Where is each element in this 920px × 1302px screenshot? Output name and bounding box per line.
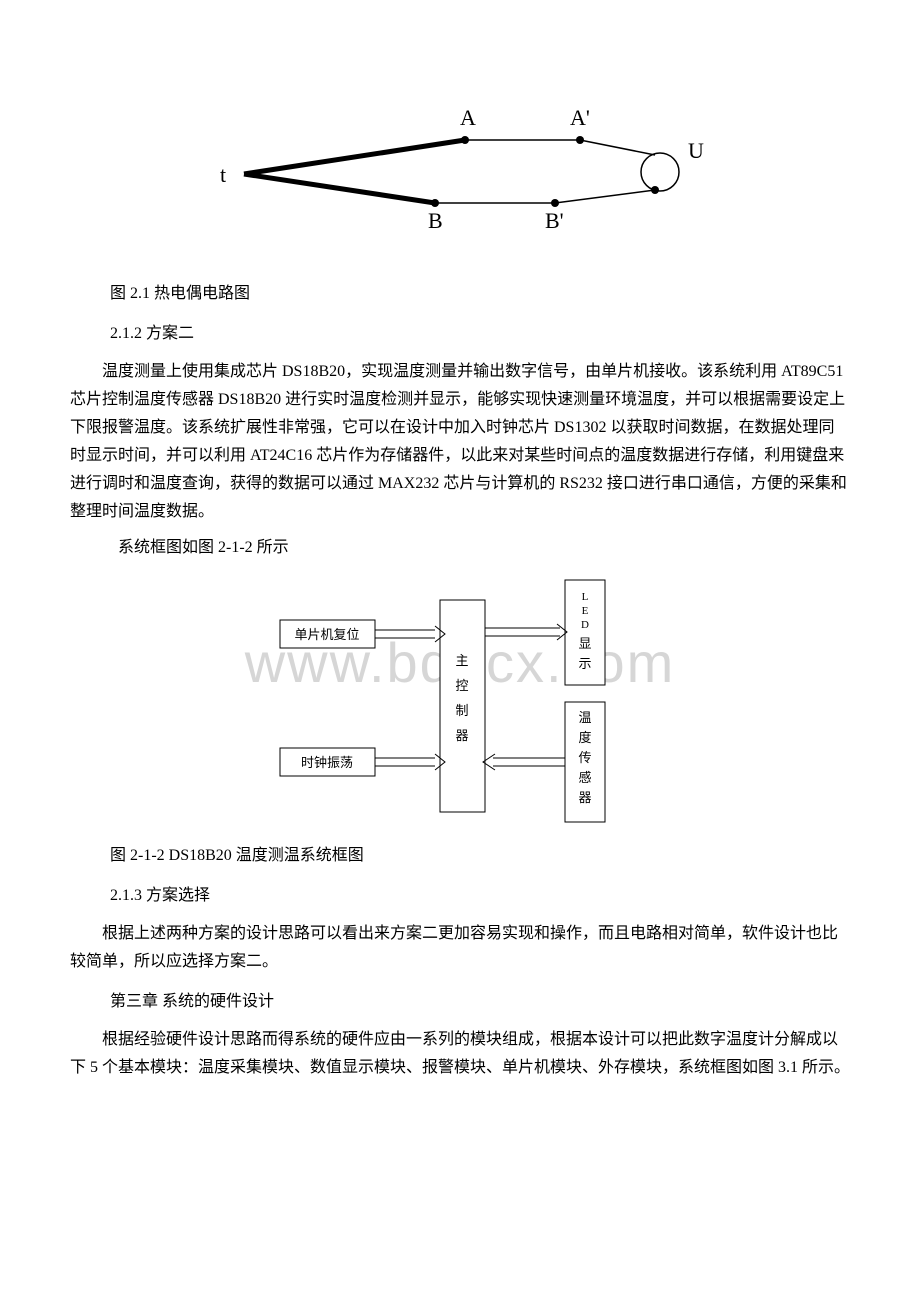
heading-ch3: 第三章 系统的硬件设计 (70, 988, 850, 1016)
led-c1: L (582, 591, 589, 603)
ctrl-c4: 器 (455, 728, 468, 743)
led-c5: 示 (578, 656, 591, 671)
figure2-caption: 图 2-1-2 DS18B20 温度测温系统框图 (70, 842, 850, 870)
box-clock-label: 时钟振荡 (301, 755, 353, 770)
block-diagram-svg: 单片机复位 时钟振荡 主 控 制 器 L E D 显 示 温 度 传 感 器 (275, 570, 645, 830)
paragraph-selection: 根据上述两种方案的设计思路可以看出来方案二更加容易实现和操作，而且电路相对简单，… (70, 920, 850, 976)
sen-c2: 度 (578, 730, 591, 745)
led-c4: 显 (578, 636, 591, 651)
sen-c3: 传 (578, 750, 591, 765)
paragraph-fig2-intro: 系统框图如图 2-1-2 所示 (70, 534, 850, 562)
led-c3: D (581, 619, 589, 631)
figure1-caption: 图 2.1 热电偶电路图 (70, 280, 850, 308)
box-reset-label: 单片机复位 (294, 627, 359, 642)
meter-circle (641, 153, 679, 191)
paragraph-hardware: 根据经验硬件设计思路而得系统的硬件应由一系列的模块组成，根据本设计可以把此数字温… (70, 1026, 850, 1082)
wire-top-to-circle (580, 140, 655, 155)
led-c2: E (582, 605, 589, 617)
node-Bprime (551, 199, 559, 207)
figure-thermocouple: A A' t U B B' (70, 100, 850, 250)
sen-c4: 感 (578, 770, 591, 785)
label-A: A (460, 105, 476, 130)
sen-c5: 器 (578, 790, 591, 805)
wire-top-thick (244, 140, 465, 174)
heading-212: 2.1.2 方案二 (70, 320, 850, 348)
label-t: t (220, 162, 226, 187)
node-A (461, 136, 469, 144)
node-Aprime (576, 136, 584, 144)
figure-block-diagram: 单片机复位 时钟振荡 主 控 制 器 L E D 显 示 温 度 传 感 器 (70, 570, 850, 830)
label-Aprime: A' (570, 105, 590, 130)
wire-bot-to-circle (555, 190, 655, 203)
wire-bot-thick (244, 174, 435, 203)
ctrl-c2: 控 (455, 678, 468, 693)
heading-213: 2.1.3 方案选择 (70, 882, 850, 910)
label-U: U (688, 138, 704, 163)
node-B (431, 199, 439, 207)
ctrl-c1: 主 (455, 653, 468, 668)
sen-c1: 温 (578, 710, 591, 725)
paragraph-scheme2: 温度测量上使用集成芯片 DS18B20，实现温度测量并输出数字信号，由单片机接收… (70, 358, 850, 526)
label-B: B (428, 208, 443, 233)
label-Bprime: B' (545, 208, 564, 233)
ctrl-c3: 制 (455, 703, 468, 718)
thermocouple-svg: A A' t U B B' (210, 100, 710, 250)
